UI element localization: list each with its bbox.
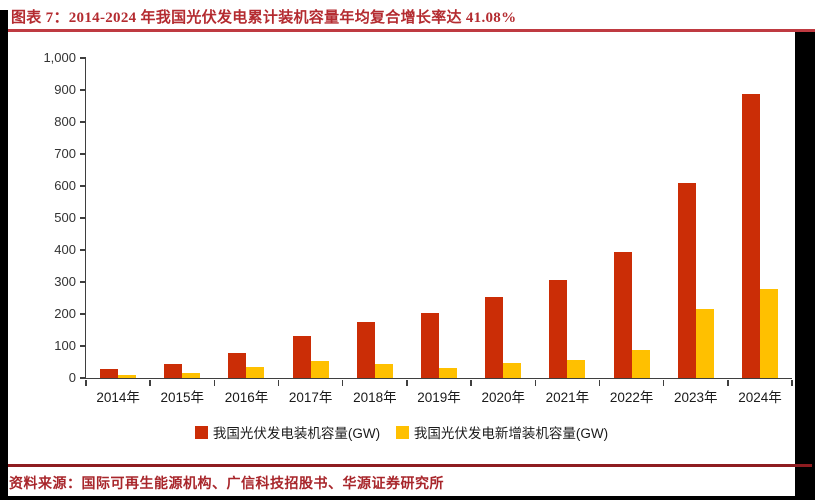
x-category-label: 2024年 [738,390,782,405]
y-tick-label: 100 [54,338,76,353]
figure-title: 图表 7：2014-2024 年我国光伏发电累计装机容量年均复合增长率达 41.… [11,10,517,26]
y-tick-label: 600 [54,178,76,193]
bar-group-2015年 [150,58,214,378]
y-axis-tick [80,89,86,91]
left-black-strip [0,10,8,500]
bar-new-2023年 [695,308,714,378]
bar-group-2022年 [600,58,664,378]
x-category-label: 2022年 [609,390,654,405]
bar-group-2018年 [343,58,407,378]
bar-cumulative-2024年 [741,94,760,378]
bar-new-2024年 [759,289,778,378]
bar-cumulative-2023年 [677,182,696,378]
x-axis-tick [791,379,793,386]
bar-group-2019年 [407,58,471,378]
legend-swatch-cumulative-icon [194,425,208,439]
bar-new-2020年 [503,362,522,378]
bar-new-2022年 [631,350,650,378]
y-axis-tick [80,281,86,283]
footer-divider [8,464,812,467]
x-axis-tick [341,379,344,386]
bar-new-2019年 [439,368,458,378]
bar-group-2016年 [214,58,278,378]
x-axis-tick [277,379,280,386]
bar-new-2018年 [374,363,393,378]
x-axis-tick [534,379,537,386]
bar-new-2014年 [118,374,137,378]
plot-area: 0 100 200 300 400 500 600 700 800 900 1,000 2014年 20… [43,50,793,405]
x-axis-tick [662,379,665,386]
y-axis-tick [80,377,86,379]
y-axis-tick [80,57,86,59]
x-axis-labels: 2014年 2015年 2016年 2017年 2018年 2019年 2020年 2021年… [86,386,792,406]
y-tick-label: 300 [54,274,76,289]
bar-chart: 0 100 200 300 400 500 600 700 800 900 1,000 2014年 20… [8,32,795,464]
y-axis-tick [80,249,86,251]
bar-groups [86,58,792,378]
y-axis-tick [80,313,86,315]
x-axis-tick [406,379,408,386]
legend-swatch-new-icon [395,425,409,439]
bottom-black-strip [0,496,815,500]
x-axis-tick [85,379,87,386]
y-axis-tick [80,153,86,155]
y-tick-label: 900 [54,82,76,97]
bar-cumulative-2021年 [549,279,568,378]
x-category-label: 2020年 [481,390,525,405]
x-category-label: 2014年 [96,390,140,405]
bar-group-2021年 [535,58,599,378]
bar-cumulative-2015年 [164,364,183,378]
x-category-label: 2015年 [160,390,205,405]
title-underline [8,29,815,32]
chart-legend: 我国光伏发电装机容量(GW) 我国光伏发电新增装机容量(GW) [8,422,795,442]
x-category-label: 2021年 [545,390,590,405]
x-axis-tick [149,379,151,386]
bar-cumulative-2018年 [356,322,375,378]
bar-new-2021年 [567,360,586,378]
x-axis-tick [470,379,472,386]
bar-cumulative-2022年 [613,252,632,378]
bar-cumulative-2014年 [100,368,119,378]
bar-group-2023年 [664,58,728,378]
legend-label-cumulative: 我国光伏发电装机容量(GW) [212,426,381,441]
bar-new-2015年 [182,373,201,378]
y-axis-tick [80,217,86,219]
y-tick-label: 800 [54,114,76,129]
x-category-label: 2016年 [224,390,269,405]
bar-group-2020年 [471,58,535,378]
y-tick-label: 500 [54,210,76,225]
legend-label-new: 我国光伏发电新增装机容量(GW) [413,426,609,441]
source-note: 资料来源：国际可再生能源机构、广信科技招股书、华源证券研究所 [9,477,444,492]
y-tick-label: 400 [54,242,76,257]
x-category-label: 2017年 [288,390,333,405]
x-axis-tick [727,379,729,386]
x-category-label: 2019年 [417,390,461,405]
bar-group-2014年 [86,58,150,378]
legend-item-new: 我国光伏发电新增装机容量(GW) [395,422,609,442]
right-black-strip [795,31,815,500]
y-tick-label: 1,000 [43,50,76,65]
bar-group-2024年 [728,58,792,378]
y-tick-label: 200 [54,306,76,321]
y-axis-tick [80,121,86,123]
x-category-label: 2018年 [353,390,397,405]
bar-new-2016年 [246,366,265,378]
y-tick-label: 700 [54,146,76,161]
bar-group-2017年 [279,58,343,378]
x-category-label: 2023年 [674,390,718,405]
bar-new-2017年 [310,361,329,378]
y-tick-label: 0 [68,370,76,385]
x-axis-tick [213,379,216,386]
y-axis-tick [80,345,86,347]
x-axis-tick [598,379,601,386]
bar-cumulative-2019年 [421,312,440,378]
y-axis-tick [80,185,86,187]
bar-cumulative-2016年 [228,353,247,378]
bar-cumulative-2020年 [485,296,504,378]
legend-item-cumulative: 我国光伏发电装机容量(GW) [194,422,381,442]
bar-cumulative-2017年 [292,336,311,378]
